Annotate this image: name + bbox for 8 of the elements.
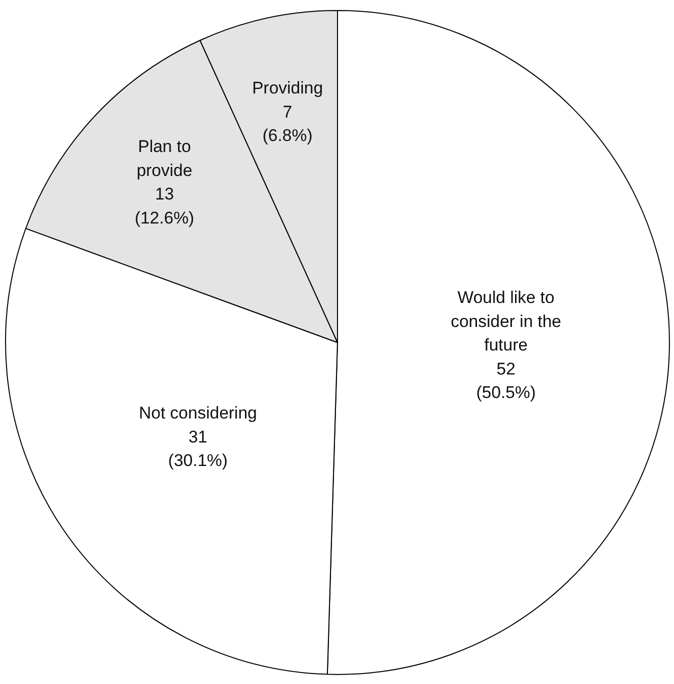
slice-label: Providing	[252, 78, 323, 98]
data-label: 31 (30.1%)	[168, 427, 228, 470]
data-label: 13 (12.6%)	[134, 184, 194, 228]
slice-label: Not considering	[138, 404, 257, 423]
slice-label: Plan to provide	[136, 137, 192, 180]
data-label: 7 (6.8%)	[262, 102, 313, 146]
data-label: 52 (50.5%)	[476, 359, 536, 402]
slice-label: Would like to consider in the future	[450, 288, 562, 355]
